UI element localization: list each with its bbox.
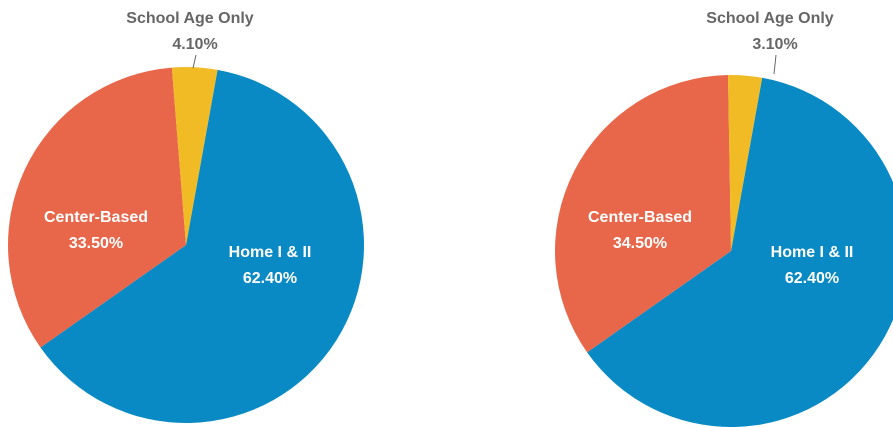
slice-value: 4.10% xyxy=(172,36,217,53)
slice-value: 62.40% xyxy=(785,270,839,287)
slice-value: 62.40% xyxy=(243,270,297,287)
slice-label: Home I & II xyxy=(771,244,854,261)
leader-line xyxy=(773,54,777,75)
pie-slice xyxy=(8,67,186,348)
slice-value: 34.50% xyxy=(613,235,667,252)
pie-slice xyxy=(171,67,218,246)
slice-value: 3.10% xyxy=(752,36,797,53)
pie-slice xyxy=(40,69,364,424)
slice-label: School Age Only xyxy=(126,10,254,27)
slice-label: Home I & II xyxy=(229,244,312,261)
slice-label: Center-Based xyxy=(44,209,148,226)
pie-slice xyxy=(555,75,731,353)
pie-slice xyxy=(587,77,893,427)
pie-slice xyxy=(728,75,763,251)
slice-label: Center-Based xyxy=(588,209,692,226)
slice-label: School Age Only xyxy=(706,10,834,27)
leader-line xyxy=(192,54,197,69)
slice-value: 33.50% xyxy=(69,235,123,252)
